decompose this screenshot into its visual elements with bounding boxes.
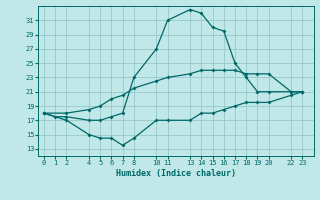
X-axis label: Humidex (Indice chaleur): Humidex (Indice chaleur) xyxy=(116,169,236,178)
